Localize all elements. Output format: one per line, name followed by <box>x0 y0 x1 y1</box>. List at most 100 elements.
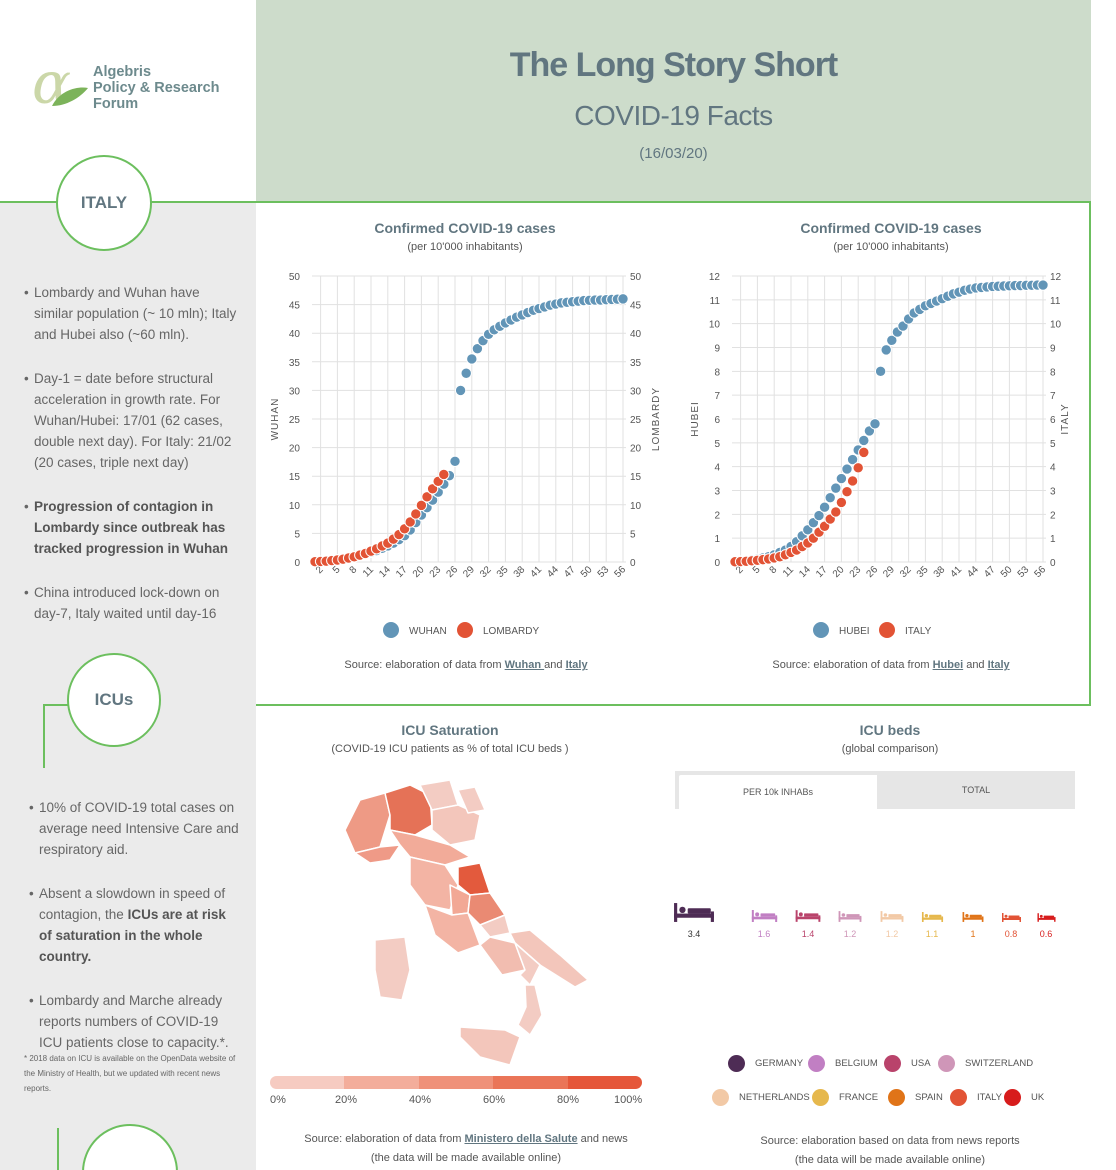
data-point <box>460 367 472 379</box>
bed-value: 1.4 <box>801 929 815 939</box>
bed-item-germany: 3.4 <box>673 903 715 939</box>
legend-label: WUHAN <box>409 626 447 637</box>
legend-dot <box>808 1055 825 1072</box>
xtick: 11 <box>361 564 376 579</box>
bullet-lockdown: China introduced lock-down on day-7, Ita… <box>24 582 239 624</box>
ytick-left: 5 <box>294 529 300 540</box>
icu-beds-title: ICU beds <box>859 722 921 738</box>
xtick: 50 <box>579 564 595 580</box>
xtick: 47 <box>982 564 998 580</box>
hubei-link[interactable]: Hubei <box>932 659 964 671</box>
ytick-right: 8 <box>1050 367 1056 378</box>
bed-value: 1.1 <box>925 929 939 939</box>
ytick-left: 4 <box>714 463 720 474</box>
legend-label: FRANCE <box>839 1092 879 1103</box>
italy-link[interactable]: Italy <box>565 659 588 671</box>
legend-label: USA <box>911 1058 931 1069</box>
bed-icon <box>674 903 714 922</box>
chart1-plot: 0 0 5 5 10 10 15 15 20 20 25 25 30 30 35 35 40 40 45 45 50 50… <box>270 272 662 638</box>
legend-item-belgium: BELGIUM <box>808 1055 878 1072</box>
ytick-left: 20 <box>289 444 301 455</box>
data-point <box>410 508 422 520</box>
xtick: 14 <box>797 564 813 580</box>
ytick-right: 10 <box>630 501 642 512</box>
ytick-left: 45 <box>289 301 301 312</box>
ytick-right: 20 <box>630 444 642 455</box>
legend-dot <box>812 1089 829 1106</box>
legend-label: ITALY <box>977 1092 1002 1103</box>
legend-dot <box>938 1055 955 1072</box>
page-title: The Long Story Short <box>509 46 839 84</box>
ministero-link[interactable]: Ministero della Salute <box>464 1133 578 1145</box>
bullet-progression: Progression of contagion in Lombardy sin… <box>24 496 239 559</box>
data-point <box>846 475 859 487</box>
data-point <box>835 472 848 485</box>
legend-swatch <box>879 622 895 638</box>
legend-dot <box>1004 1089 1021 1106</box>
ytick-right: 35 <box>630 358 642 369</box>
icu-beds-source: Source: elaboration based on data from n… <box>760 1135 1020 1166</box>
xtick: 23 <box>848 564 864 580</box>
tab-total[interactable]: TOTAL <box>961 785 991 795</box>
chart1-title: Confirmed COVID-19 cases <box>374 220 556 236</box>
data-point <box>421 491 433 503</box>
icus-section-badge: ICUs <box>67 653 161 747</box>
legend-label: SWITZERLAND <box>965 1058 1034 1069</box>
region-calabria <box>517 984 543 1036</box>
xtick: 26 <box>864 564 880 580</box>
icu-map-source: Source: elaboration of data from Ministe… <box>304 1133 628 1164</box>
data-point <box>415 499 428 512</box>
ytick-left: 0 <box>294 558 300 569</box>
bed-icon <box>838 911 862 922</box>
legend-item-spain: SPAIN <box>888 1089 943 1106</box>
header-band <box>256 0 1091 201</box>
region-tuscany <box>409 856 459 911</box>
data-point <box>454 384 467 397</box>
xtick: 14 <box>377 564 393 580</box>
ylabel-left: HUBEI <box>690 401 701 437</box>
chart-grid <box>732 275 1046 563</box>
data-point <box>449 455 461 468</box>
tab-per-10k[interactable]: PER 10k INHABs <box>679 775 877 809</box>
data-point <box>438 468 450 481</box>
ytick-right: 2 <box>1050 510 1056 521</box>
xtick: 23 <box>428 564 444 580</box>
ylabel-left: WUHAN <box>270 398 281 441</box>
chart2-title: Confirmed COVID-19 cases <box>800 220 982 236</box>
bed-item-uk: 0.6 <box>1036 913 1056 939</box>
chart2-subtitle: (per 10'000 inhabitants) <box>833 241 949 253</box>
xtick: 20 <box>411 564 427 580</box>
bed-value: 1 <box>970 929 976 939</box>
region-sardinia <box>374 936 411 1001</box>
ytick-right: 10 <box>1050 320 1062 331</box>
data-point <box>869 418 881 430</box>
legend-item-france: FRANCE <box>812 1089 878 1106</box>
bed-item-spain: 1 <box>962 912 984 939</box>
xtick: 29 <box>461 564 477 580</box>
legend-label: GERMANY <box>755 1058 804 1069</box>
xtick: 17 <box>814 564 830 580</box>
data-point <box>617 293 629 305</box>
chart2-source: Source: elaboration of data from Hubei a… <box>772 659 1010 671</box>
ytick-left: 50 <box>289 272 301 283</box>
italy-link-2[interactable]: Italy <box>987 659 1010 671</box>
ytick-right: 1 <box>1050 534 1056 545</box>
legend-item-netherlands: NETHERLANDS <box>712 1089 810 1106</box>
scale-band-4 <box>493 1076 568 1089</box>
icu-map-title: ICU Saturation <box>401 722 499 738</box>
region-sicily <box>459 1026 521 1065</box>
data-point <box>852 462 864 474</box>
italy-bullets: Lombardy and Wuhan have similar populati… <box>24 282 239 647</box>
chart1-subtitle: (per 10'000 inhabitants) <box>407 241 523 253</box>
italy-map <box>344 779 589 1065</box>
wuhan-link[interactable]: Wuhan <box>504 659 545 671</box>
ytick-left: 9 <box>714 344 720 355</box>
xtick: 53 <box>596 564 612 580</box>
bed-item-usa: 1.4 <box>795 910 821 939</box>
xtick: 8 <box>768 564 780 576</box>
ytick-right: 12 <box>1050 272 1062 283</box>
ytick-right: 5 <box>630 529 636 540</box>
ytick-right: 5 <box>1050 439 1056 450</box>
series-italy <box>729 446 870 568</box>
